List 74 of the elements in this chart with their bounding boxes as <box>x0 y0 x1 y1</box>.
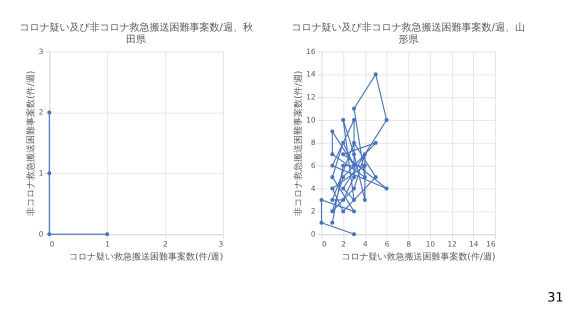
x-tick-label: 1 <box>105 239 110 248</box>
point <box>384 186 388 190</box>
x-tick-label: 0 <box>50 239 55 248</box>
point <box>341 209 346 214</box>
y-tick-label: 12 <box>306 92 316 102</box>
point <box>352 118 356 122</box>
point <box>341 175 346 180</box>
y-tick-label: 3 <box>38 46 44 56</box>
x-tick-label: 3 <box>218 239 224 248</box>
chart-title: コロナ疑い及び非コロナ救急搬送困難事案数/週、山形県 <box>292 21 525 46</box>
point <box>352 186 356 190</box>
point <box>341 140 346 145</box>
point <box>352 198 356 202</box>
point <box>352 164 356 168</box>
x-axis-title: コロナ疑い救急搬送困難事案数(件/週) <box>341 251 496 262</box>
x-axis-title: コロナ疑い救急搬送困難事案数(件/週) <box>69 251 224 262</box>
point <box>330 220 334 225</box>
y-tick-label: 0 <box>310 229 316 238</box>
x-tick-label: 8 <box>406 239 412 248</box>
point <box>352 106 356 111</box>
point <box>362 152 367 156</box>
point <box>320 198 324 202</box>
x-tick-label: 14 <box>469 239 479 248</box>
y-axis-title: 非コロナ救急搬送困難事案数(件/週) <box>292 70 304 216</box>
y-tick-label: 0 <box>38 229 44 238</box>
point <box>374 175 378 180</box>
point <box>320 220 324 225</box>
x-tick-label: 4 <box>363 239 368 248</box>
point <box>352 140 356 145</box>
point <box>330 129 334 134</box>
point <box>105 232 110 236</box>
y-tick-label: 14 <box>306 70 316 79</box>
y-tick-label: 1 <box>38 168 44 178</box>
y-axis-title: 非コロナ救急搬送困難事案数(件/週) <box>25 70 36 216</box>
y-tick-label: 10 <box>306 115 316 124</box>
y-tick-label: 16 <box>306 46 316 56</box>
point <box>47 110 52 114</box>
point <box>47 232 52 236</box>
point <box>352 232 356 236</box>
point <box>374 72 378 76</box>
x-tick-label: 2 <box>163 239 168 248</box>
point <box>341 164 346 168</box>
point <box>330 175 334 180</box>
point <box>362 198 367 202</box>
x-tick-label: 16 <box>486 239 496 248</box>
point <box>352 175 356 180</box>
point <box>47 171 52 176</box>
x-tick-label: 10 <box>426 239 436 248</box>
x-tick-label: 12 <box>447 239 457 248</box>
point <box>374 140 378 145</box>
point <box>330 164 334 168</box>
y-tick-label: 2 <box>38 108 44 117</box>
point <box>341 198 346 202</box>
point <box>362 175 367 180</box>
text: 31 <box>547 290 564 306</box>
point <box>330 209 334 214</box>
x-tick-label: 6 <box>384 239 390 248</box>
point <box>330 198 334 202</box>
x-tick-label: 2 <box>341 239 346 248</box>
point <box>352 152 356 156</box>
point <box>330 152 334 156</box>
y-tick-label: 2 <box>310 206 316 216</box>
y-tick-label: 6 <box>310 160 316 170</box>
x-tick-label: 0 <box>322 239 327 248</box>
point <box>352 209 356 214</box>
point <box>384 118 388 122</box>
chart-title: コロナ疑い及び非コロナ救急搬送困難事案数/週、秋田県 <box>19 21 253 46</box>
point <box>362 164 367 168</box>
point <box>330 186 334 190</box>
y-tick-label: 4 <box>310 184 316 193</box>
y-tick-label: 8 <box>310 138 316 148</box>
point <box>341 118 346 122</box>
point <box>341 186 346 190</box>
point <box>341 152 346 156</box>
